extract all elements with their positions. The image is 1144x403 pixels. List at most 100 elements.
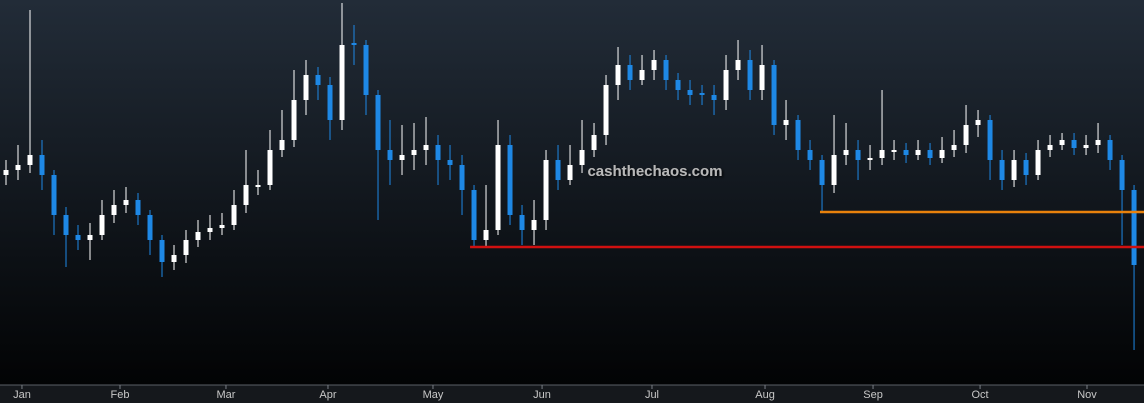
candle-body <box>783 120 789 125</box>
candle-body <box>831 155 837 185</box>
candle-body <box>87 235 93 240</box>
candle-body <box>423 145 429 150</box>
candle-body <box>327 85 333 120</box>
candle-body <box>459 165 465 190</box>
candle-body <box>219 225 225 228</box>
candle-body <box>819 160 825 185</box>
candle-body <box>579 150 585 165</box>
candle-body <box>291 100 297 140</box>
candle-body <box>495 145 501 230</box>
candle-body <box>27 155 33 165</box>
candle-body <box>255 185 261 187</box>
candle-body <box>435 145 441 160</box>
x-tick-label: Aug <box>755 389 775 401</box>
candle-body <box>99 215 105 235</box>
candle-body <box>711 95 717 100</box>
candle-body <box>411 150 417 155</box>
candle-body <box>1059 140 1065 145</box>
x-axis-band <box>0 385 1144 403</box>
candle-body <box>1131 190 1137 265</box>
candle-body <box>663 60 669 80</box>
candle-body <box>1023 160 1029 175</box>
plot-area <box>3 3 1144 350</box>
candle-body <box>675 80 681 90</box>
candle-body <box>531 220 537 230</box>
candle-body <box>63 215 69 235</box>
candle-body <box>963 125 969 145</box>
candle-body <box>1095 140 1101 145</box>
candle-body <box>1035 150 1041 175</box>
candle-body <box>879 150 885 158</box>
candle-body <box>1119 160 1125 190</box>
candle-body <box>951 145 957 150</box>
candle-body <box>51 175 57 215</box>
candle-body <box>483 230 489 240</box>
candle-body <box>159 240 165 262</box>
watermark: cashthechaos.com <box>587 163 722 180</box>
candle-body <box>243 185 249 205</box>
x-tick-label: Sep <box>863 389 883 401</box>
candle-body <box>771 65 777 125</box>
x-tick-label: Jan <box>13 389 31 401</box>
candle-body <box>195 232 201 240</box>
candle-body <box>843 150 849 155</box>
candle-body <box>543 160 549 220</box>
x-tick-label: Feb <box>111 389 130 401</box>
candle-body <box>387 150 393 160</box>
candle-body <box>135 200 141 215</box>
candle-body <box>747 60 753 90</box>
candle-body <box>231 205 237 225</box>
candle-body <box>267 150 273 185</box>
candle-body <box>987 120 993 160</box>
candle-body <box>15 165 21 170</box>
candle-body <box>75 235 81 240</box>
candle-body <box>975 120 981 125</box>
candle-body <box>639 70 645 80</box>
candle-body <box>735 60 741 70</box>
candle-body <box>591 135 597 150</box>
x-tick-label: Mar <box>216 389 235 401</box>
candle-body <box>1047 145 1053 150</box>
candle-body <box>363 45 369 95</box>
x-tick-label: Apr <box>319 389 336 401</box>
x-tick-label: Jul <box>645 389 659 401</box>
x-tick-label: Nov <box>1077 389 1097 401</box>
candle-body <box>1011 160 1017 180</box>
candle-body <box>699 93 705 95</box>
candle-body <box>519 215 525 230</box>
candle-body <box>303 75 309 100</box>
candle-body <box>795 120 801 150</box>
candle-body <box>651 60 657 70</box>
candle-body <box>1083 145 1089 148</box>
candle-body <box>915 150 921 155</box>
candle-body <box>171 255 177 262</box>
candle-body <box>867 158 873 160</box>
candle-body <box>507 145 513 215</box>
candle-body <box>1107 140 1113 160</box>
candle-body <box>375 95 381 150</box>
candle-body <box>687 90 693 95</box>
x-tick-label: May <box>423 389 444 401</box>
candle-body <box>939 150 945 158</box>
candle-body <box>123 200 129 205</box>
candle-body <box>3 170 9 175</box>
candle-body <box>351 43 357 45</box>
x-tick-label: Jun <box>533 389 551 401</box>
candle-body <box>39 155 45 175</box>
candle-body <box>603 85 609 135</box>
x-tick-label: Oct <box>972 389 989 401</box>
candle-body <box>207 228 213 232</box>
candle-body <box>723 70 729 100</box>
candle-body <box>399 155 405 160</box>
candle-body <box>855 150 861 160</box>
candle-body <box>903 150 909 155</box>
candle-body <box>807 150 813 160</box>
candle-body <box>183 240 189 255</box>
candle-body <box>927 150 933 158</box>
candle-body <box>999 160 1005 180</box>
candle-body <box>891 150 897 152</box>
candle-body <box>567 165 573 180</box>
candle-body <box>627 65 633 80</box>
candle-body <box>315 75 321 85</box>
